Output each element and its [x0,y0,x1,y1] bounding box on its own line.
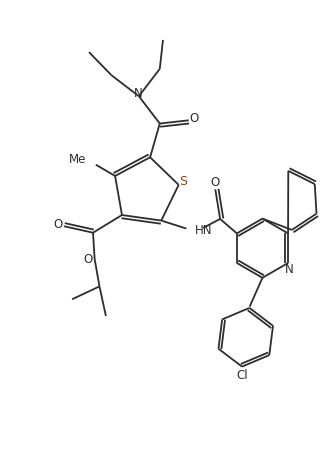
Text: O: O [211,176,220,189]
Text: N: N [285,263,294,276]
Text: N: N [134,87,142,100]
Text: O: O [83,253,92,266]
Text: S: S [180,175,187,188]
Text: Cl: Cl [236,369,248,382]
Text: HN: HN [194,224,212,237]
Text: O: O [190,112,199,125]
Text: O: O [53,218,62,231]
Text: Me: Me [69,153,86,166]
